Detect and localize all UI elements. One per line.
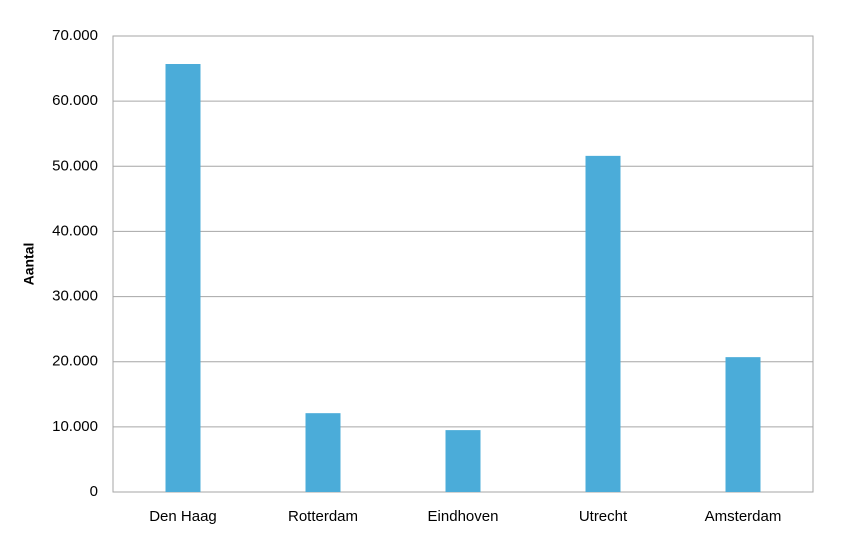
y-tick-label: 70.000 [52,27,98,44]
y-tick-label: 50.000 [52,157,98,174]
bar [445,430,481,492]
x-tick-label: Eindhoven [428,508,499,525]
y-axis-label: Aantal [21,243,37,286]
bar [585,155,621,492]
x-tick-label: Amsterdam [705,508,782,525]
x-tick-label: Rotterdam [288,508,358,525]
bar [165,64,201,493]
y-tick-label: 60.000 [52,92,98,109]
y-tick-label: 0 [90,483,98,500]
bar [305,413,341,492]
plot-border [112,35,814,493]
x-tick-label: Utrecht [579,508,628,525]
y-tick-label: 40.000 [52,222,98,239]
bar [725,357,761,492]
y-tick-label: 30.000 [52,288,98,305]
y-tick-label: 10.000 [52,418,98,435]
x-tick-label: Den Haag [149,508,217,525]
y-tick-label: 20.000 [52,353,98,370]
